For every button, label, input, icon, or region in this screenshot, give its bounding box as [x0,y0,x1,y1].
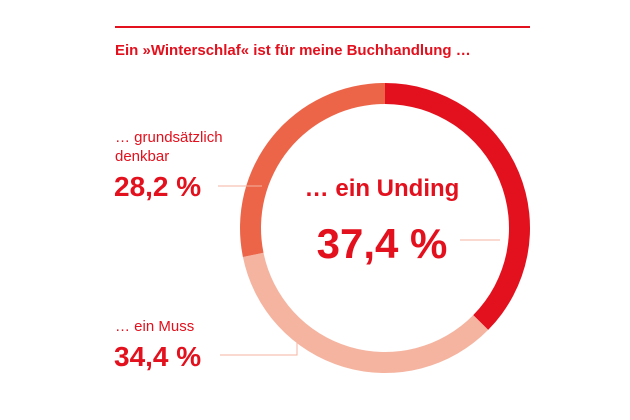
slice-muss [242,252,489,373]
slice-unding [385,83,530,330]
slice-label-muss: … ein Muss [115,318,194,335]
chart-title: Ein »Winterschlaf« ist für meine Buchhan… [115,42,471,59]
slice-denkbar [240,83,385,257]
slice-value-unding: 37,4 % [317,220,448,267]
slice-label-denkbar-line1: … grundsätzlich [115,129,223,146]
slice-label-unding: … ein Unding [305,175,460,202]
slice-value-denkbar: 28,2 % [114,171,201,202]
top-rule [115,26,530,28]
slice-label-denkbar-line2: denkbar [115,148,169,165]
leader-lines [218,185,500,356]
leader-line-muss [220,328,298,356]
donut-slices [240,83,530,373]
slice-value-muss: 34,4 % [114,341,201,372]
